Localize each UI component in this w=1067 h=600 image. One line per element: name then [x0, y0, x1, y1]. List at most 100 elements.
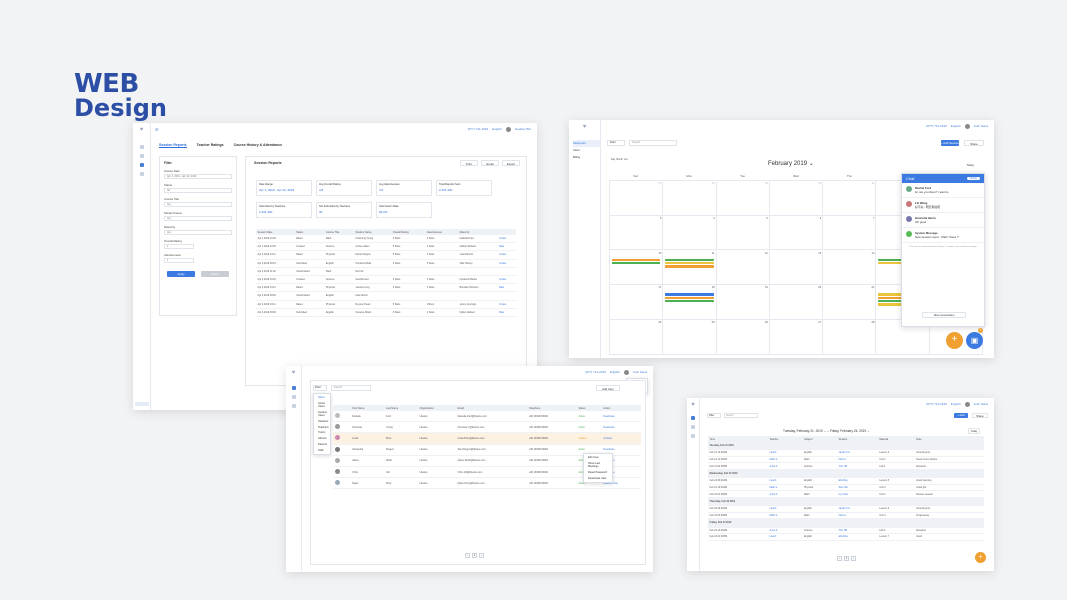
add-user-button[interactable]: Add User [596, 385, 620, 391]
chat-item[interactable]: Henrietta Harris OK good [902, 213, 984, 228]
table-row[interactable]: Feb 21 11:30AM Mark S. Math Nora Li Unit 2 Ne… [708, 456, 984, 464]
calendar-day[interactable]: 12 [716, 250, 770, 286]
print-button[interactable]: Print [460, 160, 478, 166]
reset-password-item[interactable]: Reset Password [588, 470, 607, 474]
row-action-button[interactable]: Activate [601, 432, 641, 445]
user-name[interactable]: Heather Brit [514, 127, 531, 131]
user-name[interactable]: Josh Nana [973, 124, 988, 128]
dropdown-item[interactable]: Students [318, 419, 329, 423]
row-action-link[interactable]: Unrate [497, 235, 516, 244]
column-header[interactable]: Note [914, 436, 984, 442]
date-range-input[interactable]: Apr 1, 2019 - Apr 22, 2019 [164, 174, 232, 179]
column-header[interactable]: First Name [350, 405, 385, 411]
column-header[interactable]: Telephone [527, 405, 577, 411]
deactivate-user-item[interactable]: Deactivate User [588, 476, 607, 480]
table-link[interactable]: Jacob Fox [837, 449, 878, 457]
status-select[interactable]: All [164, 188, 232, 193]
calendar-event[interactable] [665, 293, 714, 296]
row-action-button[interactable]: Deactivate [601, 444, 641, 456]
table-link[interactable]: Anna K. [768, 490, 803, 498]
calendar-event[interactable] [612, 261, 661, 265]
table-link[interactable]: Tom Hill [837, 527, 878, 535]
table-row[interactable]: Feb 21 02:00PM Anna K. Science Tom Hill Lab … [708, 462, 984, 470]
column-header[interactable]: Student [837, 436, 878, 442]
row-action-link[interactable]: Unrate [497, 250, 516, 260]
dropdown-item[interactable]: Parents [318, 442, 327, 446]
billing-icon[interactable] [691, 434, 695, 438]
table-link[interactable]: Anna K. [768, 462, 803, 470]
language-select[interactable]: English [950, 124, 961, 128]
view-list-button[interactable]: List [623, 158, 628, 161]
add-button[interactable]: + Add [954, 413, 968, 418]
calendar-day[interactable]: 17 [610, 285, 664, 320]
table-row[interactable]: Feb 21 10:00AM Lisa R. English Jacob Fox Les… [708, 449, 984, 457]
add-session-button[interactable]: + Add Session [941, 140, 959, 146]
phone-number[interactable]: (877) 741-2649 [926, 124, 947, 128]
language-select[interactable]: English [609, 370, 620, 374]
calendar-day[interactable]: 28 [663, 181, 717, 216]
table-link[interactable]: Lisa R. [768, 533, 803, 541]
tab-course-history[interactable]: Course History & Attendance [233, 143, 283, 147]
column-header[interactable]: Organization [417, 405, 457, 411]
share-button[interactable]: Share [972, 413, 988, 418]
sidebar-item-dashboard[interactable]: Dashboard [573, 140, 600, 147]
column-header[interactable]: Attentiveness [425, 229, 459, 235]
tab-teacher-ratings[interactable]: Teacher Ratings [196, 143, 224, 147]
calendar-day[interactable]: 20 [769, 285, 824, 320]
calendar-day[interactable]: 28 [823, 320, 877, 355]
column-header[interactable]: Time [708, 436, 769, 442]
show-meetings-item[interactable]: Show Last Meetings [588, 462, 601, 469]
table-link[interactable]: Mark S. [768, 512, 803, 520]
avatar[interactable] [964, 123, 970, 129]
calendar-day[interactable]: 29 [716, 181, 770, 216]
table-link[interactable]: Ella May [837, 533, 878, 541]
prev-page-button[interactable]: ‹ [837, 556, 842, 561]
row-action-link[interactable]: Unrate [497, 275, 516, 285]
row-action-button[interactable]: Resend Invite [601, 477, 641, 490]
calendar-event[interactable] [612, 258, 661, 262]
column-header[interactable]: Status [294, 229, 325, 235]
avatar[interactable] [505, 126, 511, 132]
calendar-day[interactable]: 5 [716, 215, 770, 251]
dropdown-item[interactable]: Staff [318, 448, 324, 452]
new-conversation-button[interactable]: New conversation [922, 312, 966, 318]
menu-toggle-icon[interactable]: ☰ [155, 127, 159, 132]
page-number[interactable]: 1 [472, 553, 477, 558]
table-link[interactable]: Anna K. [768, 527, 803, 535]
avatar[interactable] [623, 369, 629, 375]
column-header[interactable]: Course Title [324, 229, 355, 235]
calendar-day[interactable]: 19 [716, 285, 770, 320]
table-link[interactable]: Nora Li [837, 512, 878, 520]
calendar-day[interactable]: 21 [823, 285, 877, 320]
row-action-link[interactable]: Rate [497, 242, 516, 252]
billing-icon[interactable] [139, 172, 144, 176]
column-header[interactable]: Subject [802, 436, 838, 442]
column-header[interactable]: Student Name [354, 229, 392, 235]
calendar-day[interactable]: 6 [769, 215, 824, 251]
view-month-button[interactable]: Month [616, 158, 623, 161]
calendar-day[interactable]: 4 [663, 215, 717, 251]
table-row[interactable]: Feb 23 09:00AM Lisa R. English Jacob Fox Les… [708, 505, 984, 513]
table-row[interactable]: Feb 22 09:00AM Lisa R. English Ella May Less… [708, 477, 984, 485]
row-action-link[interactable] [497, 267, 516, 276]
table-link[interactable]: Ivy Chen [837, 490, 878, 498]
column-header[interactable] [333, 405, 351, 411]
calendar-day[interactable]: 24 [610, 320, 664, 355]
sidebar-collapse-button[interactable]: ‹ [135, 402, 149, 406]
phone-number[interactable]: (877) 741-2649 [926, 402, 947, 406]
row-action-link[interactable] [497, 291, 516, 301]
chevron-down-icon[interactable]: ⌄ [808, 161, 814, 167]
reset-button[interactable]: Reset [201, 271, 229, 277]
next-page-button[interactable]: › [851, 556, 856, 561]
dashboard-icon[interactable] [691, 416, 695, 420]
column-header[interactable]: Status [576, 405, 602, 411]
chat-item[interactable]: Rachel Ford Hi, are you there? I want to [902, 183, 984, 198]
row-action-button[interactable]: Deactivate [601, 411, 641, 423]
chat-item[interactable]: Lili Wang 好不好 - 明天再说吧 [902, 198, 984, 213]
search-input[interactable]: Search [331, 385, 371, 391]
search-input[interactable]: Search [629, 140, 677, 146]
tab-session-reports[interactable]: Session Reports [159, 143, 187, 148]
today-button[interactable]: Today [968, 428, 980, 434]
users-icon[interactable] [691, 425, 695, 429]
filter-select[interactable]: Filter [313, 385, 327, 391]
